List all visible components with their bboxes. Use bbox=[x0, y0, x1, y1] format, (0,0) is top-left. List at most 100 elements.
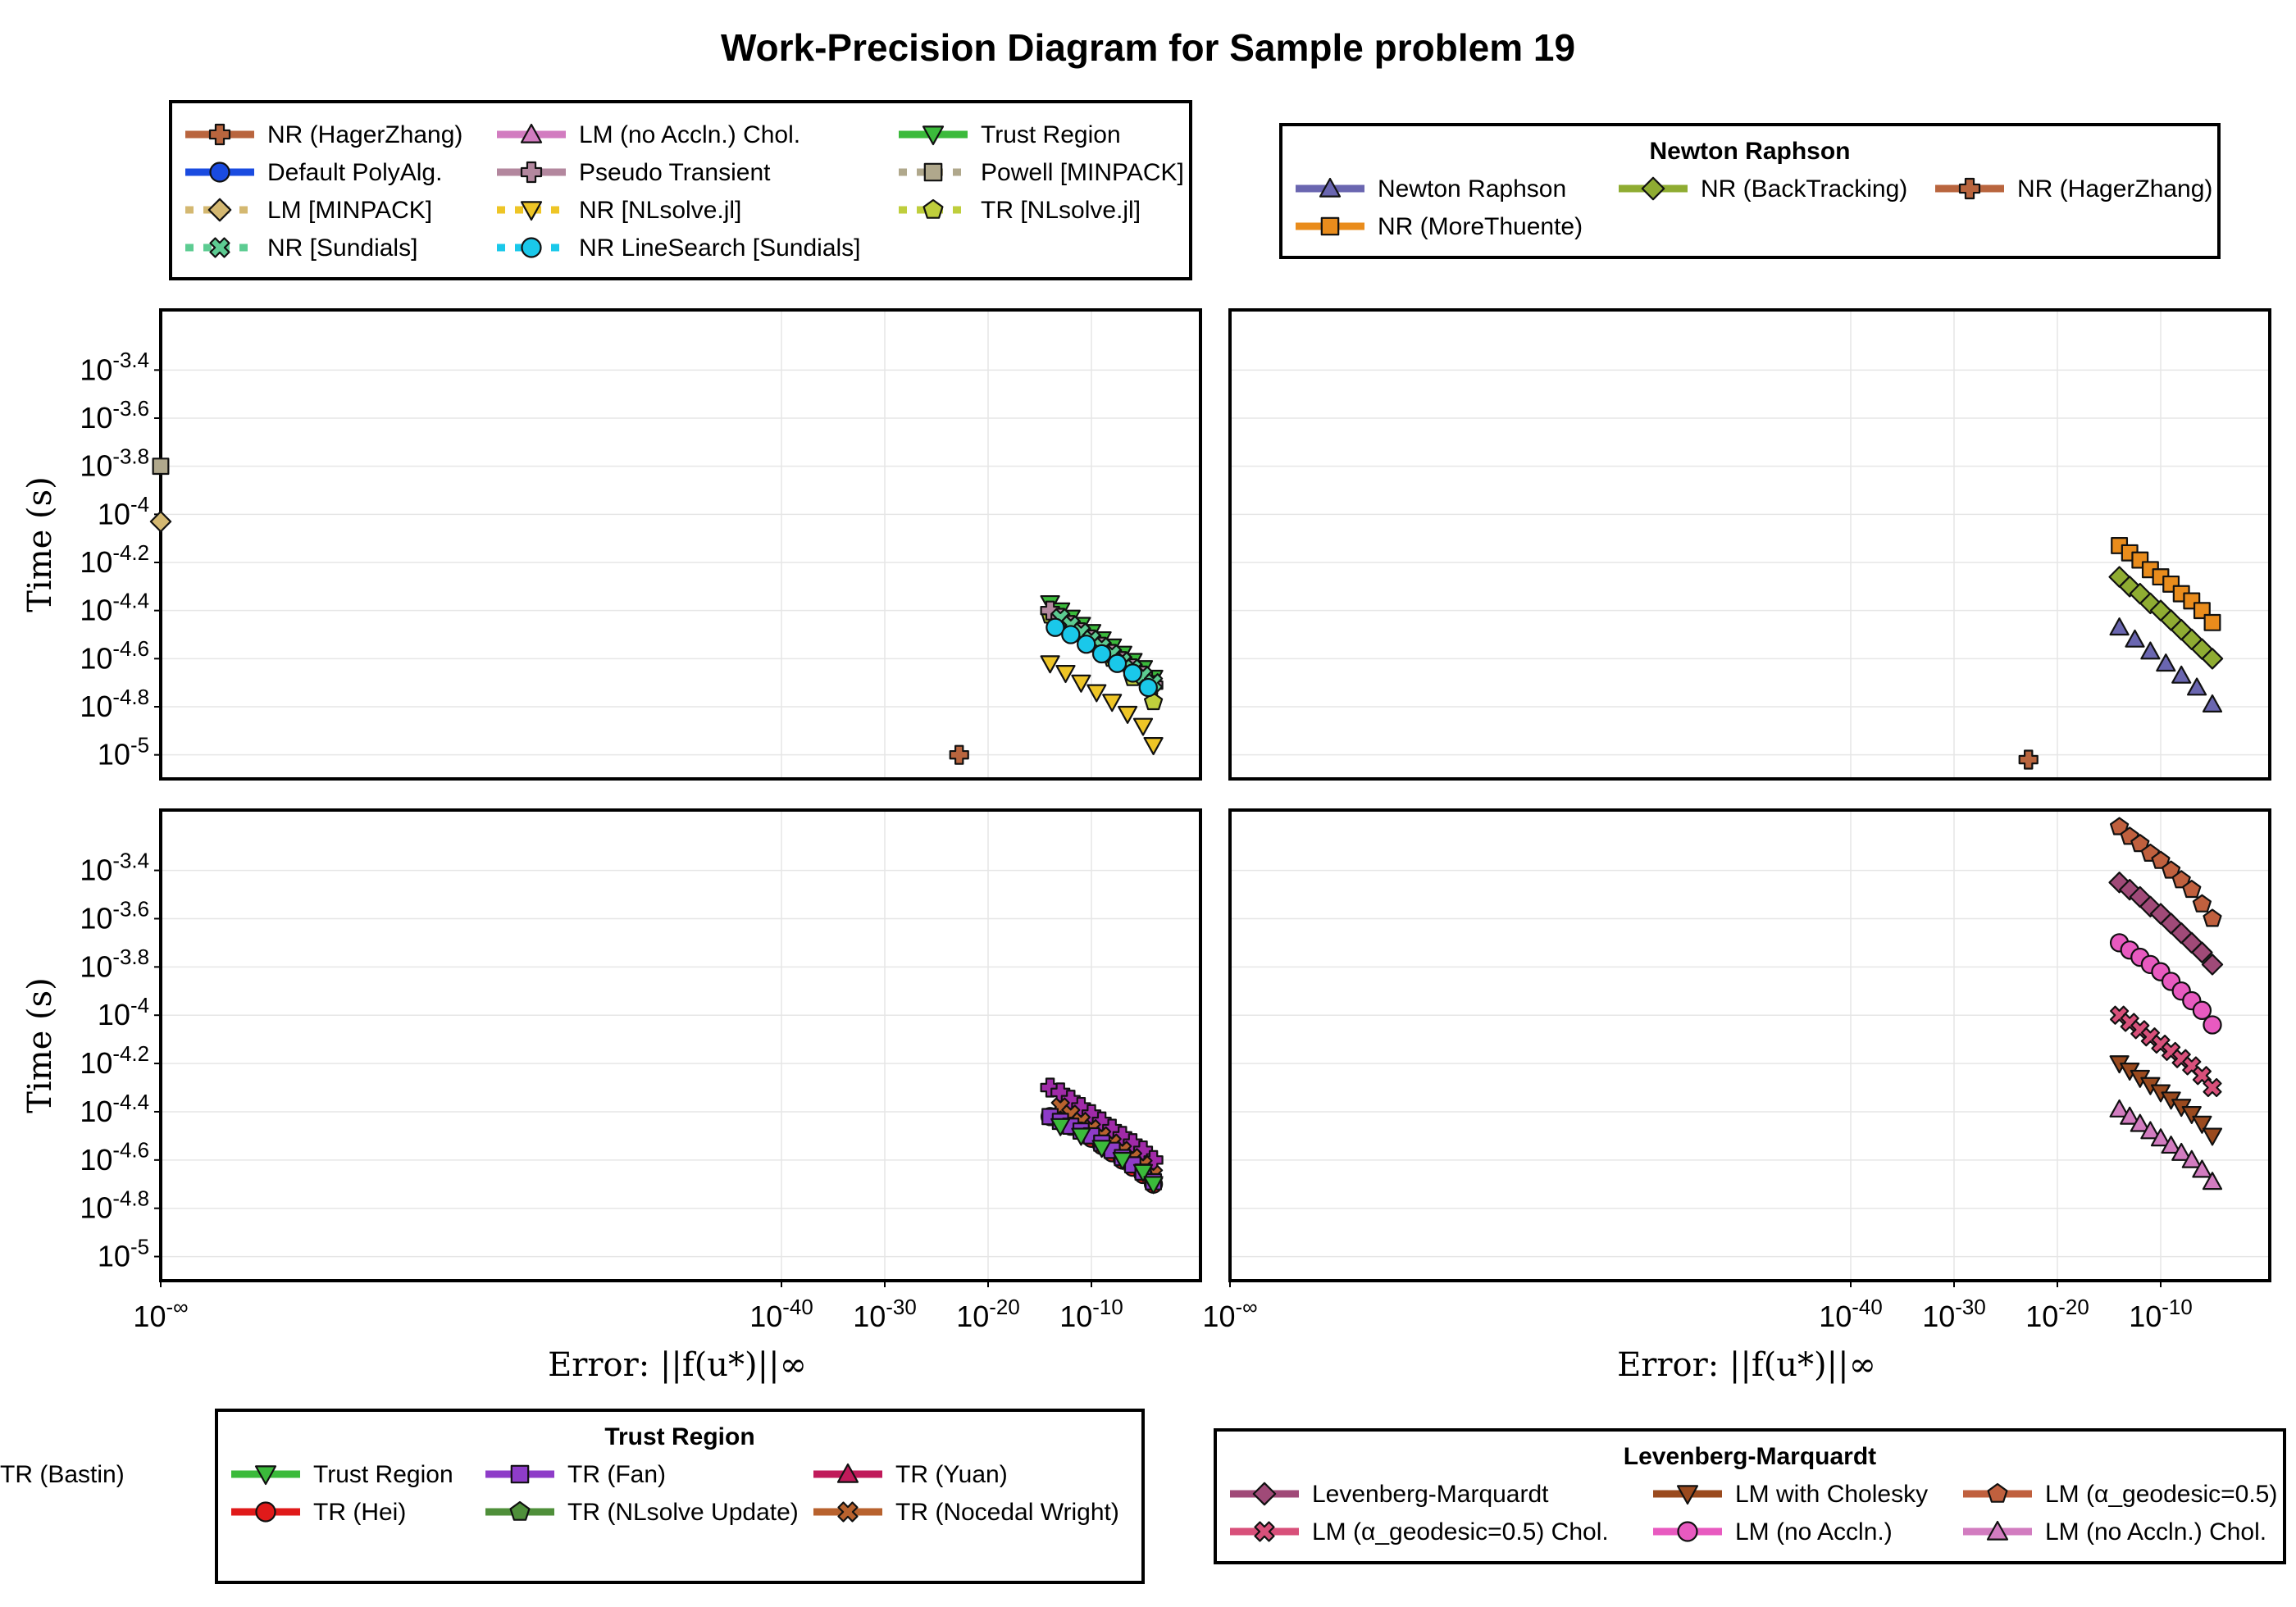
y-tick-label: 10-4.8 bbox=[80, 1188, 149, 1225]
legend-label: Trust Region bbox=[313, 1461, 453, 1488]
x-tick-label: 10-20 bbox=[956, 1296, 1020, 1333]
y-tick-label: 10-4.6 bbox=[80, 638, 149, 675]
data-point bbox=[2130, 1113, 2150, 1132]
legend-entry-tr-fan: TR (Fan) bbox=[485, 1461, 666, 1488]
series-nr-hagerzhang bbox=[2018, 749, 2039, 770]
x-axis-label: Error: ||f(u*)||∞ bbox=[1617, 1346, 1876, 1384]
data-point bbox=[2150, 1128, 2171, 1147]
y-tick-label: 10-3.6 bbox=[80, 398, 149, 435]
legend-marker bbox=[1252, 1482, 1277, 1506]
legend-label: Newton Raphson bbox=[1378, 175, 1566, 203]
legend-label: TR (Yuan) bbox=[895, 1461, 1008, 1488]
data-point bbox=[949, 744, 969, 765]
legend-marker bbox=[209, 162, 230, 183]
legend-label: LM [MINPACK] bbox=[267, 197, 432, 224]
data-point bbox=[1143, 737, 1164, 756]
grid-bottom-right bbox=[1229, 810, 2270, 1281]
legend-bottom-left: Trust Region Trust Region TR (Hei) TR (Fan)… bbox=[0, 1410, 1145, 1584]
legend-label: LM (no Accln.) Chol. bbox=[2045, 1518, 2266, 1546]
legend-label: TR (NLsolve Update) bbox=[567, 1499, 799, 1526]
data-point bbox=[1132, 1163, 1154, 1182]
legend-marker bbox=[1254, 1521, 1275, 1542]
legend-marker bbox=[510, 1464, 530, 1484]
legend-entry-tr-bastin: TR (Bastin) bbox=[0, 1461, 125, 1488]
series-nr-nlsolve-jl bbox=[1040, 655, 1164, 756]
legend-marker bbox=[520, 123, 543, 143]
data-point bbox=[2139, 592, 2162, 615]
legend-entry-lm-no-accln-chol: LM (no Accln.) Chol. bbox=[497, 121, 800, 148]
data-point bbox=[2140, 641, 2161, 660]
legends-layer: NR (HagerZhang) Default PolyAlg. LM [MINPA… bbox=[0, 100, 2286, 1584]
data-point bbox=[1046, 617, 1065, 637]
legend-entry-tr-nlsolve-jl: TR [NLsolve.jl] bbox=[899, 197, 1141, 224]
series-nr-backtracking bbox=[2108, 566, 2224, 670]
x-tick-label: 10-30 bbox=[1922, 1296, 1986, 1333]
x-tick-label: 10-10 bbox=[2129, 1296, 2193, 1333]
legend-frame bbox=[169, 100, 1192, 280]
y-tick-label: 10-4 bbox=[98, 995, 149, 1031]
data-point bbox=[2156, 653, 2176, 672]
panel-top-right bbox=[1228, 308, 2271, 781]
y-axis-label: Time (s) bbox=[21, 977, 59, 1113]
legend-marker bbox=[208, 123, 231, 146]
data-point bbox=[149, 510, 172, 533]
legend-entry-lm-geodesic-0-5-chol: LM (α_geodesic=0.5) Chol. bbox=[1230, 1518, 1609, 1546]
legend-marker bbox=[923, 162, 943, 182]
legend-label: NR (MoreThuente) bbox=[1378, 213, 1583, 240]
legend-frame bbox=[1279, 123, 2221, 259]
y-tick-label: 10-3.4 bbox=[80, 849, 149, 886]
axes-frame bbox=[1228, 308, 2271, 781]
legend-marker bbox=[1986, 1520, 2009, 1541]
legend-title: Levenberg-Marquardt bbox=[1624, 1443, 1876, 1470]
data-point bbox=[1040, 655, 1060, 674]
legend-label: NR [NLsolve.jl] bbox=[579, 197, 741, 224]
data-point bbox=[2120, 1106, 2140, 1125]
series-nr-morethuente bbox=[2111, 537, 2221, 631]
series-trust-region bbox=[1050, 1118, 1164, 1195]
legend-entry-tr-nlsolve-update: TR (NLsolve Update) bbox=[485, 1499, 799, 1526]
legend-entry-pseudo-transient: Pseudo Transient bbox=[497, 159, 771, 186]
data-point bbox=[2202, 1172, 2223, 1190]
legend-marker bbox=[521, 237, 542, 258]
legend-entry-nr-backtracking: NR (BackTracking) bbox=[1619, 175, 1907, 203]
data-point bbox=[2171, 1142, 2192, 1161]
data-point bbox=[152, 458, 170, 476]
data-point bbox=[2161, 1136, 2181, 1154]
data-point bbox=[2203, 1077, 2222, 1098]
axes-frame bbox=[1228, 808, 2271, 1282]
legend-marker bbox=[520, 161, 543, 184]
legend-entry-trust-region: Trust Region bbox=[231, 1461, 453, 1488]
series-nr-hagerzhang bbox=[949, 744, 969, 765]
legend-entry-nr-morethuente: NR (MoreThuente) bbox=[1296, 213, 1583, 240]
data-point bbox=[2192, 1159, 2212, 1178]
legend-marker bbox=[922, 125, 945, 146]
data-point bbox=[2171, 870, 2191, 889]
legend-marker bbox=[254, 1465, 277, 1486]
data-point bbox=[2203, 1015, 2222, 1035]
series-lm-geodesic-0-5-chol bbox=[2110, 1005, 2222, 1098]
panel-bottom-left: 10-3.4 10-3.6 10-3.8 10-4 10-4.2 10-4.4 10-4.6… bbox=[21, 808, 1202, 1384]
y-tick-label: 10-4.4 bbox=[80, 590, 149, 627]
legend-marker bbox=[520, 201, 543, 221]
series-lm-with-cholesky bbox=[2109, 1055, 2223, 1146]
legend-label: TR (Fan) bbox=[567, 1461, 666, 1488]
legend-marker bbox=[1987, 1482, 2008, 1503]
data-point bbox=[2162, 860, 2181, 879]
data-point bbox=[1091, 1140, 1112, 1159]
data-point bbox=[1107, 653, 1128, 673]
legend-marker bbox=[209, 237, 230, 258]
legend-entry-nr-nlsolve-jl: NR [NLsolve.jl] bbox=[497, 197, 741, 224]
series-newton-raphson bbox=[2109, 617, 2223, 712]
x-tick-label: 10-30 bbox=[853, 1296, 917, 1333]
legend-label: Default PolyAlg. bbox=[267, 159, 442, 186]
legend-entry-nr-hagerzhang: NR (HagerZhang) bbox=[1935, 175, 2212, 203]
data-point bbox=[1086, 684, 1107, 703]
data-point bbox=[1102, 694, 1123, 712]
data-point bbox=[2109, 1099, 2130, 1118]
legend-entry-lm-no-accln: LM (no Accln.) bbox=[1653, 1518, 1893, 1546]
data-point bbox=[1071, 674, 1091, 693]
data-point bbox=[2018, 749, 2039, 770]
legend-bottom-right: Levenberg-Marquardt Levenberg-Marquardt LM… bbox=[1214, 1428, 2286, 1564]
legend-marker bbox=[1320, 216, 1340, 236]
